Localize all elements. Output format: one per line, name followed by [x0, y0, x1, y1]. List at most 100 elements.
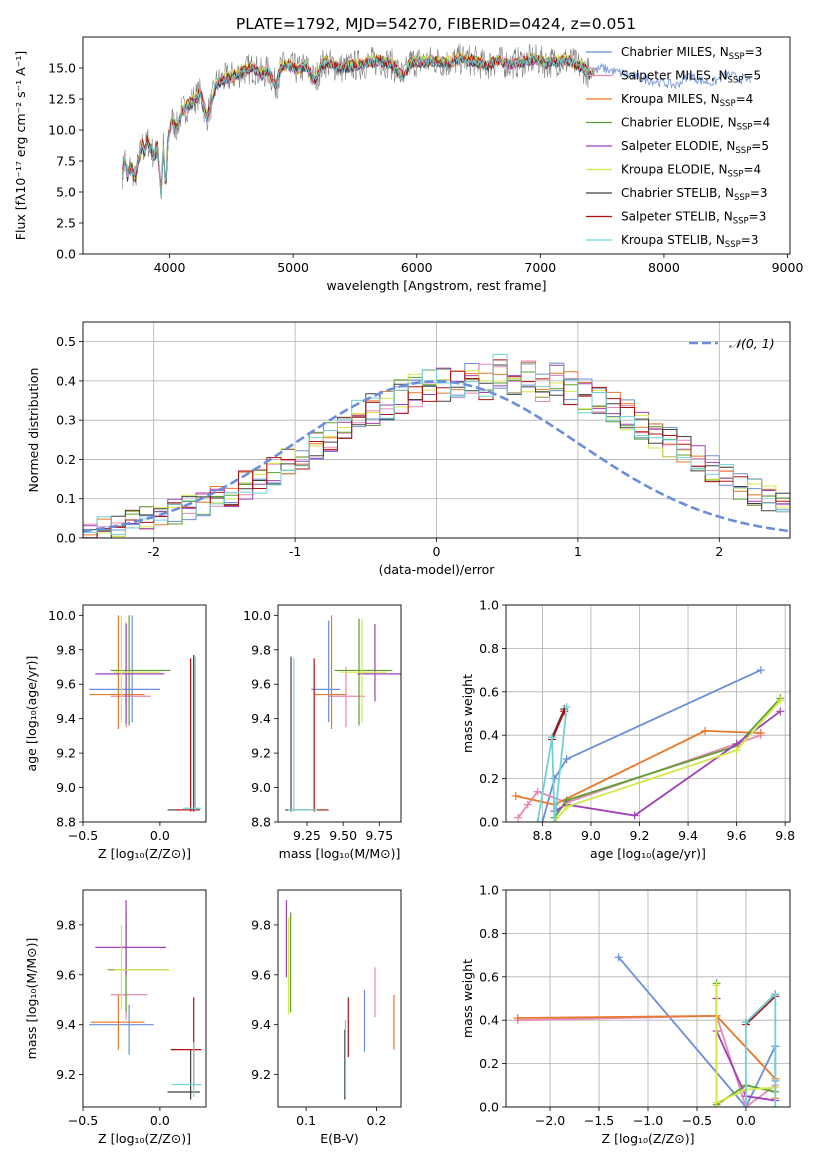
series-2 — [122, 55, 595, 200]
legend-label: Salpeter STELIB, NSSP=3 — [621, 210, 766, 227]
x-tick-label: −1.0 — [633, 1113, 663, 1128]
x-tick-label: 9.25 — [293, 828, 321, 843]
y-tick-label: 0.2 — [56, 452, 76, 467]
y-tick-label: 0.8 — [479, 641, 499, 656]
weight-marker-1 — [523, 800, 532, 809]
weight-marker-1 — [514, 813, 523, 822]
y-tick-label: 0.5 — [56, 334, 76, 349]
legend-label: Chabrier ELODIE, NSSP=4 — [621, 116, 770, 133]
series-7 — [122, 52, 595, 196]
x-tick-label: −0.5 — [68, 828, 98, 843]
x-axis-label: Z [log₁₀(Z/Z⊙)] — [98, 1131, 191, 1146]
series-1 — [122, 52, 595, 197]
y-tick-label: 0.0 — [479, 1100, 499, 1115]
x-tick-label: 4000 — [154, 260, 186, 275]
weight-marker-8 — [741, 1018, 750, 1027]
weight-marker-8 — [562, 702, 571, 711]
weight-line-8 — [745, 992, 777, 1107]
y-tick-label: 9.4 — [56, 711, 76, 726]
y-axis-label: mass weight — [460, 959, 475, 1038]
x-tick-label: 9.4 — [678, 828, 698, 843]
x-tick-label: 9.0 — [581, 828, 601, 843]
x-axis-label: Z [log₁₀(Z/Z⊙)] — [98, 846, 191, 861]
x-tick-label: 7000 — [524, 260, 556, 275]
weight-line-2 — [515, 729, 761, 806]
y-tick-label: 0.4 — [479, 728, 499, 743]
y-tick-label: 9.2 — [56, 1067, 76, 1082]
y-tick-label: 0.0 — [479, 815, 499, 830]
plot-area — [513, 953, 780, 1107]
x-tick-label: −2.0 — [535, 1113, 565, 1128]
x-tick-label: 9000 — [772, 260, 804, 275]
weight-marker-8 — [771, 990, 780, 999]
x-tick-label: 0.0 — [150, 828, 170, 843]
axes-frame — [82, 36, 791, 255]
x-axis-label: (data-model)/error — [379, 562, 496, 577]
weight-marker-8 — [533, 818, 542, 822]
x-tick-label: 9.2 — [630, 828, 650, 843]
weight-marker-0 — [756, 666, 765, 675]
y-tick-label: 0.4 — [56, 373, 76, 388]
y-tick-label: 0.0 — [56, 531, 76, 546]
x-tick-label: 6000 — [401, 260, 433, 275]
y-tick-label: 9.2 — [56, 746, 76, 761]
y-tick-label: 0.1 — [56, 491, 76, 506]
panel-age-vs-mass: 9.25 9.50 9.75 8.8 9.0 9.2 9.4 9.6 9.8 10.0 mass [… — [243, 604, 402, 861]
x-tick-label: 0 — [433, 544, 441, 559]
legend-label: Salpeter MILES, NSSP=5 — [621, 69, 761, 86]
x-tick-label: 0.0 — [150, 1113, 170, 1128]
weight-marker-0 — [550, 774, 559, 783]
y-tick-label: 9.6 — [251, 967, 271, 982]
y-tick-label: 0.2 — [479, 771, 499, 786]
y-tick-label: 9.2 — [251, 746, 271, 761]
y-tick-label: 9.8 — [56, 917, 76, 932]
weight-marker-5 — [562, 802, 571, 811]
axes-frame — [82, 604, 207, 823]
y-axis-label: age [log₁₀(age/yr)] — [24, 656, 39, 772]
axes-frame — [277, 604, 402, 823]
panel-mass-weight-vs-Z: −2.0 −1.5 −1.0 −0.5 0.0 0.0 0.2 0.4 0.6 0.8 1.0 Z [… — [460, 883, 791, 1146]
weight-marker-5 — [732, 746, 741, 755]
weight-marker-2 — [756, 729, 765, 738]
weight-marker-0 — [614, 953, 623, 962]
y-tick-label: 9.2 — [251, 1067, 271, 1082]
y-tick-label: 0.4 — [479, 1013, 499, 1028]
legend: Chabrier MILES, NSSP=3 Salpeter MILES, NS… — [586, 45, 770, 250]
weight-line-7 — [745, 995, 776, 1026]
y-axis-label: Normed distribution — [26, 368, 41, 493]
x-tick-label: 8000 — [648, 260, 680, 275]
weight-marker-0 — [562, 755, 571, 764]
series-8 — [122, 53, 595, 199]
weight-line-2 — [517, 1014, 777, 1099]
axes-frame — [82, 321, 791, 539]
x-axis-label: mass [log₁₀(M/M⊙)] — [279, 846, 401, 861]
y-tick-label: 9.8 — [56, 642, 76, 657]
x-axis-label: age [log₁₀(age/yr)] — [590, 846, 706, 861]
y-axis-label: Flux [fλ10⁻¹⁷ erg cm⁻² s⁻¹ A⁻¹] — [13, 51, 28, 240]
x-tick-label: 0.1 — [296, 1113, 316, 1128]
y-tick-label: 15.0 — [48, 61, 76, 76]
x-tick-label: −1.5 — [584, 1113, 614, 1128]
weight-marker-4 — [776, 707, 785, 716]
axes-frame — [277, 889, 402, 1108]
normal-curve — [83, 379, 790, 533]
legend-label: Kroupa ELODIE, NSSP=4 — [621, 163, 761, 180]
plot-area — [285, 899, 395, 1100]
y-axis-label: mass [log₁₀(M/M⊙)] — [24, 938, 39, 1060]
weight-line-7 — [551, 710, 566, 740]
weight-line-5 — [553, 699, 781, 822]
x-tick-label: 0.2 — [366, 1113, 386, 1128]
weight-marker-4 — [630, 811, 639, 820]
y-tick-label: 9.4 — [56, 1017, 76, 1032]
weight-marker-2 — [511, 791, 520, 800]
y-tick-label: 0.3 — [56, 413, 76, 428]
x-tick-label: 2 — [715, 544, 723, 559]
weight-marker-0 — [538, 818, 547, 822]
y-tick-label: 12.5 — [48, 92, 76, 107]
weight-marker-5 — [712, 981, 721, 990]
weight-marker-2 — [701, 726, 710, 735]
y-tick-label: 2.5 — [56, 216, 76, 231]
x-tick-label: -2 — [147, 544, 159, 559]
x-tick-label: −0.5 — [682, 1113, 712, 1128]
y-tick-label: 9.6 — [56, 677, 76, 692]
